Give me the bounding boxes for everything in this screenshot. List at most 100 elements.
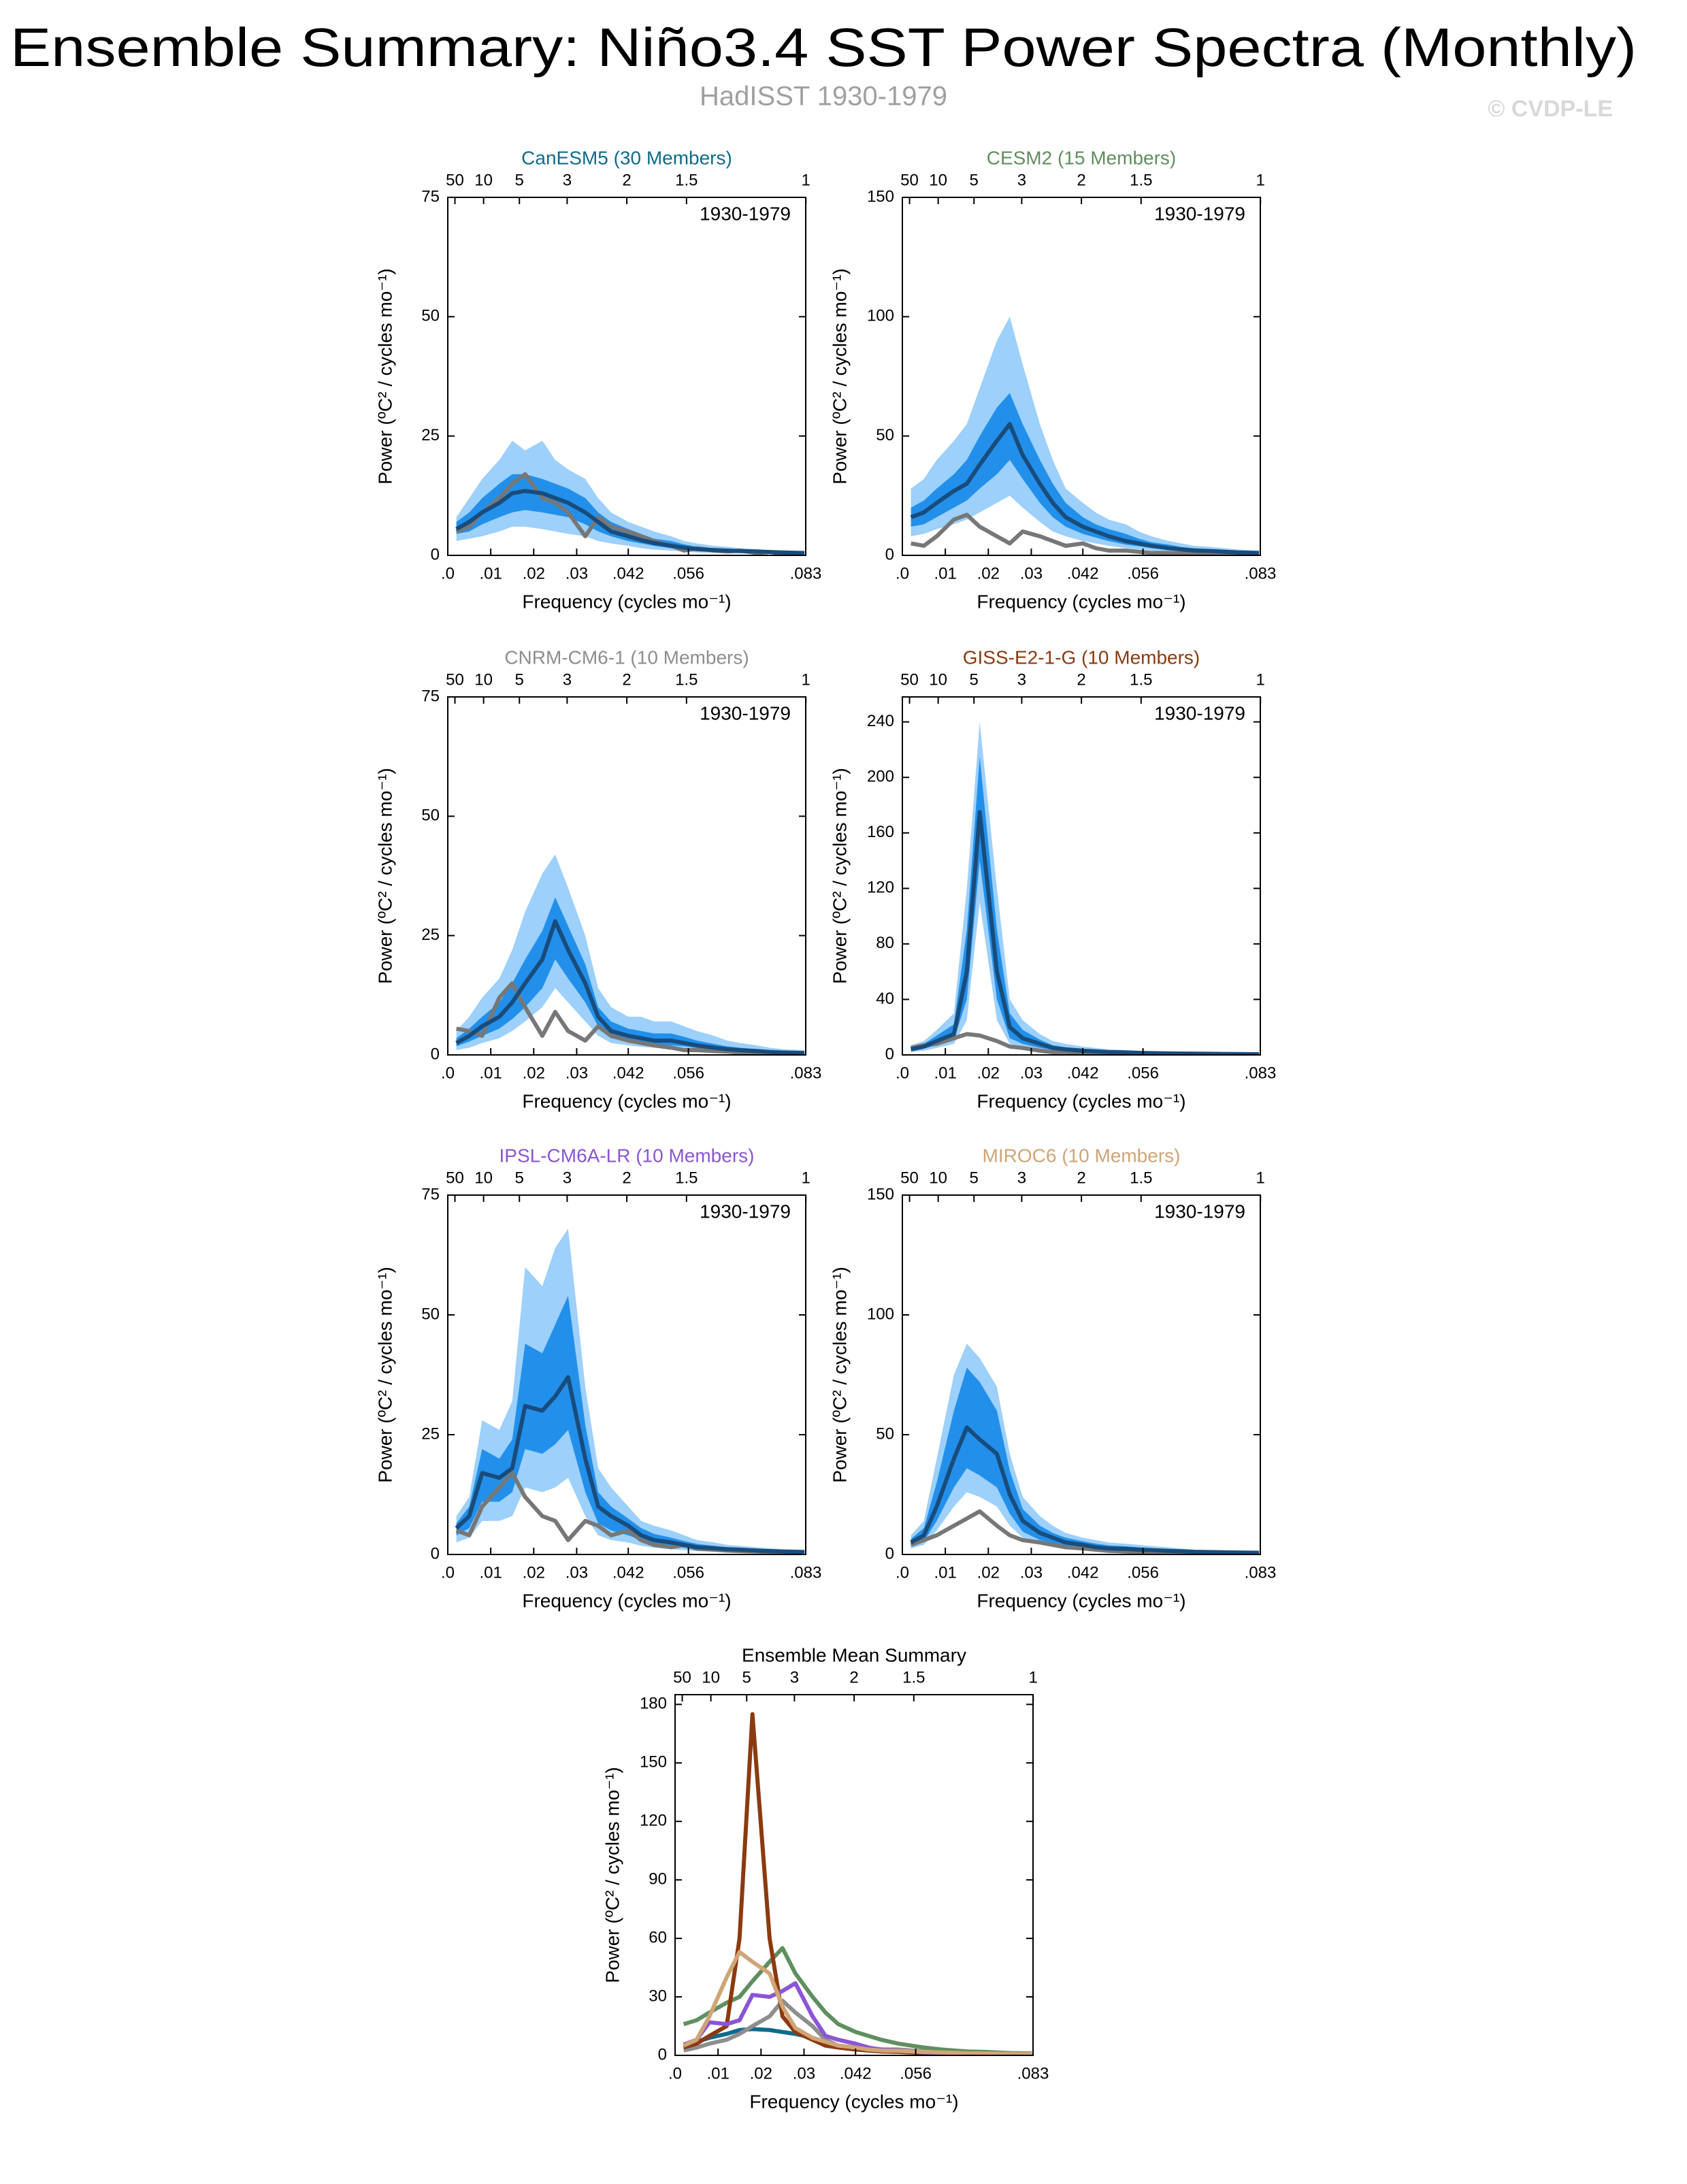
x2-tick-label: 5: [742, 1668, 751, 1686]
spectrum-line: [455, 919, 805, 1055]
spread-band: [456, 1295, 805, 1553]
x-tick-label: .056: [900, 2064, 932, 2083]
panel: 0306090120150180.0.01.02.03.042.056.0835…: [602, 1644, 1049, 2112]
x-axis-label: Frequency (cycles mo⁻¹): [749, 2091, 958, 2112]
x2-tick-label: 1: [802, 171, 810, 189]
x-tick-label: .042: [612, 1064, 644, 1082]
plot-area: [910, 1343, 1260, 1554]
x2-tick-label: 5: [515, 171, 524, 189]
page-subtitle: HadISST 1930-1979: [700, 82, 947, 112]
x-tick-label: .083: [790, 1563, 822, 1582]
y-axis-label: Power (ºC² / cycles mo⁻¹): [374, 768, 395, 983]
y-tick-label: 60: [649, 1928, 667, 1946]
x2-tick-label: 2: [622, 171, 631, 189]
y-tick-label: 75: [421, 687, 440, 705]
plot-area: [910, 316, 1260, 555]
x-tick-label: .02: [523, 1064, 545, 1082]
spectrum-line: [455, 489, 805, 555]
x2-tick-label: 1: [1256, 1169, 1265, 1187]
x-tick-label: .0: [896, 1563, 909, 1582]
x2-tick-label: 5: [970, 171, 979, 189]
x2-tick-label: 1: [1256, 171, 1265, 189]
y-tick-label: 90: [649, 1870, 667, 1889]
x-tick-label: .056: [672, 1563, 704, 1582]
x-tick-label: .03: [1020, 564, 1043, 583]
panel-title: GISS-E2-1-G (10 Members): [963, 647, 1200, 668]
period-label: 1930-1979: [700, 203, 791, 224]
spectrum-line: [910, 1425, 1260, 1554]
spread-band: [456, 854, 805, 1054]
spectrum-line: [683, 1981, 1032, 2055]
spectrum-line: [455, 1375, 805, 1554]
x-tick-label: .083: [790, 1064, 822, 1082]
y-axis-label: Power (ºC² / cycles mo⁻¹): [829, 1267, 850, 1482]
x-tick-label: .056: [1127, 564, 1159, 583]
panel: 0 25 50 75 .0 .01 .02 .03 .042 .056 .083 50 10 5 3 2 1.5…: [374, 1145, 821, 1611]
plot-area: [455, 1228, 805, 1554]
x2-tick-label: 50: [900, 171, 919, 189]
x2-tick-label: 3: [563, 670, 572, 689]
x2-tick-label: 1.5: [675, 171, 698, 189]
x-tick-label: .083: [1245, 1563, 1277, 1582]
spread-band: [456, 1228, 805, 1554]
x2-tick-label: 2: [1077, 1169, 1085, 1187]
x-tick-label: .0: [668, 2064, 682, 2083]
x-tick-label: .0: [441, 564, 455, 583]
y-axis-label: Power (ºC² / cycles mo⁻¹): [374, 1267, 395, 1482]
x-tick-label: .083: [1017, 2064, 1049, 2083]
y-tick-label: 50: [876, 426, 894, 444]
plot-area: [455, 440, 805, 555]
y-tick-label: 0: [431, 1045, 440, 1063]
x-tick-label: .01: [706, 2064, 729, 2083]
y-tick-label: 0: [431, 545, 440, 564]
y-tick-label: 50: [421, 806, 440, 825]
period-label: 1930-1979: [1154, 1201, 1245, 1222]
x2-tick-label: 1.5: [675, 670, 698, 689]
x2-tick-label: 50: [446, 171, 464, 189]
spread-band: [911, 1343, 1260, 1554]
panel-title: IPSL-CM6A-LR (10 Members): [499, 1145, 755, 1166]
x2-tick-label: 10: [929, 171, 947, 189]
x-axis-label: Frequency (cycles mo⁻¹): [522, 1590, 731, 1611]
x2-tick-label: 5: [970, 670, 979, 689]
x-tick-label: .056: [672, 564, 704, 583]
x2-tick-label: 5: [515, 1169, 524, 1187]
x2-tick-label: 10: [474, 670, 493, 689]
x2-tick-label: 50: [446, 670, 464, 689]
x2-tick-label: 3: [790, 1668, 799, 1686]
x-tick-label: .083: [1245, 1064, 1277, 1082]
y-tick-label: 0: [885, 1045, 894, 1063]
spread-band: [911, 756, 1260, 1055]
x2-tick-label: 1: [802, 1169, 810, 1187]
x2-tick-label: 50: [446, 1169, 464, 1187]
x-tick-label: .042: [1067, 564, 1099, 583]
y-axis-label: Power (ºC² / cycles mo⁻¹): [374, 268, 395, 484]
x-tick-label: .042: [840, 2064, 872, 2083]
panel-title: MIROC6 (10 Members): [983, 1145, 1181, 1166]
period-label: 1930-1979: [700, 702, 791, 723]
spectrum-line: [911, 512, 1260, 555]
y-tick-label: 50: [876, 1424, 894, 1443]
x-tick-label: .01: [934, 564, 956, 583]
x-tick-label: .02: [977, 564, 1000, 583]
spectrum-line: [456, 981, 805, 1055]
x-tick-label: .042: [1067, 1563, 1099, 1582]
spread-band: [911, 393, 1260, 554]
x-tick-label: .03: [566, 1563, 588, 1582]
panel-title: Ensemble Mean Summary: [742, 1644, 966, 1665]
x-tick-label: .056: [1127, 1064, 1159, 1082]
x-tick-label: .02: [523, 564, 545, 583]
x2-tick-label: 5: [970, 1169, 979, 1187]
x2-tick-label: 50: [673, 1668, 691, 1686]
x-tick-label: .083: [1245, 564, 1277, 583]
panel-title: CanESM5 (30 Members): [521, 147, 732, 168]
panel-title: CNRM-CM6-1 (10 Members): [504, 647, 749, 668]
x2-tick-label: 1.5: [902, 1668, 925, 1686]
y-tick-label: 150: [867, 1185, 894, 1203]
spectrum-line: [683, 1950, 1032, 2055]
x-tick-label: .03: [566, 564, 588, 583]
y-axis-label: Power (ºC² / cycles mo⁻¹): [602, 1767, 623, 1983]
y-tick-label: 25: [421, 926, 440, 944]
x2-tick-label: 10: [929, 670, 947, 689]
